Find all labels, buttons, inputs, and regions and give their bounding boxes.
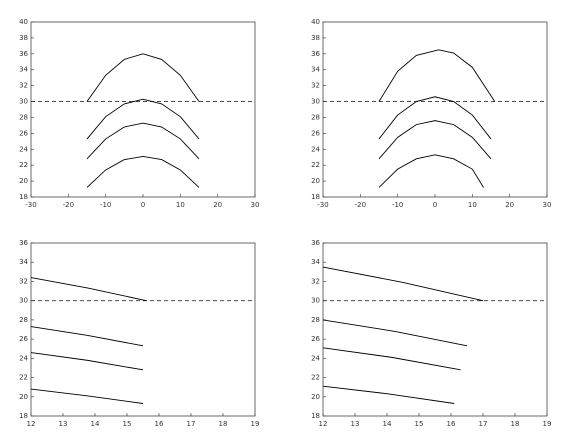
x-tick-label: 10: [468, 201, 477, 209]
curve: [86, 122, 200, 160]
x-tick-label: 19: [251, 420, 260, 428]
y-tick-label: 34: [19, 66, 28, 74]
y-tick-label: 34: [311, 66, 320, 74]
y-tick-label: 20: [311, 177, 320, 185]
x-tick-label: 0: [433, 201, 437, 209]
curve: [378, 120, 492, 160]
y-tick-label: 34: [311, 258, 320, 266]
curve: [378, 154, 484, 188]
curve: [30, 326, 144, 347]
x-tick-label: -20: [63, 201, 74, 209]
y-tick-label: 26: [311, 335, 320, 343]
x-tick-label: 16: [447, 420, 456, 428]
y-tick-label: 38: [19, 34, 28, 42]
y-tick-label: 20: [19, 393, 28, 401]
curve: [378, 96, 492, 140]
curve: [86, 155, 200, 188]
x-tick-label: 15: [415, 420, 424, 428]
y-tick-label: 36: [19, 239, 28, 247]
y-tick-label: 18: [311, 412, 320, 420]
axes-box: [30, 21, 256, 198]
y-tick-label: 26: [19, 129, 28, 137]
y-tick-label: 32: [19, 277, 28, 285]
x-tick-label: 13: [351, 420, 360, 428]
x-tick-label: -30: [25, 201, 36, 209]
y-tick-label: 32: [311, 277, 320, 285]
x-tick-label: -20: [355, 201, 366, 209]
x-tick-label: 15: [123, 420, 132, 428]
curve: [322, 385, 455, 404]
y-tick-label: 24: [311, 354, 320, 362]
x-tick-label: 18: [219, 420, 228, 428]
y-tick-label: 28: [311, 113, 320, 121]
y-tick-label: 40: [311, 18, 320, 26]
x-tick-label: 14: [383, 420, 392, 428]
x-tick-label: -30: [317, 201, 328, 209]
y-tick-label: 36: [19, 50, 28, 58]
curve: [322, 347, 461, 371]
x-tick-label: -10: [100, 201, 111, 209]
curve: [30, 277, 147, 302]
y-tick-label: 18: [311, 193, 320, 201]
y-tick-label: 34: [19, 258, 28, 266]
y-tick-label: 28: [19, 113, 28, 121]
y-tick-label: 24: [19, 145, 28, 153]
y-tick-label: 26: [19, 335, 28, 343]
y-tick-label: 30: [19, 297, 28, 305]
axes-box: [30, 242, 256, 417]
axes-box: [322, 242, 548, 417]
y-tick-label: 18: [19, 412, 28, 420]
x-tick-label: 19: [543, 420, 552, 428]
y-tick-label: 28: [311, 316, 320, 324]
y-tick-label: 40: [19, 18, 28, 26]
y-tick-label: 26: [311, 129, 320, 137]
y-tick-label: 30: [311, 98, 320, 106]
y-tick-label: 22: [19, 374, 28, 382]
y-tick-label: 36: [311, 239, 320, 247]
axes-box: [322, 21, 548, 198]
curve: [86, 98, 200, 140]
y-tick-label: 28: [19, 316, 28, 324]
y-tick-label: 22: [311, 374, 320, 382]
curve: [30, 388, 144, 404]
curve: [86, 53, 200, 102]
y-tick-label: 30: [19, 98, 28, 106]
y-tick-label: 18: [19, 193, 28, 201]
x-tick-label: 10: [176, 201, 185, 209]
x-tick-label: 20: [505, 201, 514, 209]
x-tick-label: 12: [319, 420, 328, 428]
x-tick-label: 30: [543, 201, 552, 209]
y-tick-label: 32: [311, 82, 320, 90]
y-tick-label: 36: [311, 50, 320, 58]
x-tick-label: 20: [213, 201, 222, 209]
x-tick-label: 12: [27, 420, 36, 428]
curve: [322, 319, 468, 347]
x-tick-label: 17: [479, 420, 488, 428]
y-tick-label: 24: [19, 354, 28, 362]
y-tick-label: 30: [311, 297, 320, 305]
curve: [322, 266, 484, 302]
x-tick-label: 0: [141, 201, 145, 209]
x-tick-label: 30: [251, 201, 260, 209]
curve: [30, 352, 144, 371]
y-tick-label: 20: [19, 177, 28, 185]
x-tick-label: 13: [59, 420, 68, 428]
curve: [378, 49, 496, 102]
x-tick-label: 17: [187, 420, 196, 428]
y-tick-label: 22: [311, 161, 320, 169]
y-tick-label: 22: [19, 161, 28, 169]
x-tick-label: 16: [155, 420, 164, 428]
x-tick-label: 14: [91, 420, 100, 428]
y-tick-label: 32: [19, 82, 28, 90]
y-tick-label: 24: [311, 145, 320, 153]
x-tick-label: -10: [392, 201, 403, 209]
y-tick-label: 38: [311, 34, 320, 42]
y-tick-label: 20: [311, 393, 320, 401]
x-tick-label: 18: [511, 420, 520, 428]
